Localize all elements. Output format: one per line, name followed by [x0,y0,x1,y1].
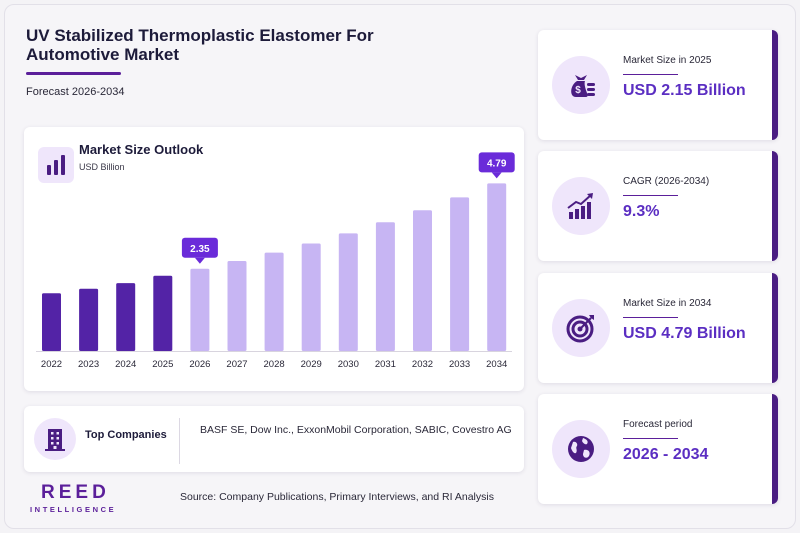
bar-2024 [116,283,136,351]
callout-2026: 2.35 [181,237,218,264]
x-tick-label: 2033 [449,359,470,370]
bar-2034 [487,183,507,351]
chart-title: Market Size Outlook [79,142,204,157]
bar-2031 [375,222,395,351]
title-underline [26,72,121,75]
source-note: Source: Company Publications, Primary In… [180,491,494,503]
page-title: UV Stabilized Thermoplastic Elastomer Fo… [26,26,374,64]
stat-divider [623,438,678,439]
stat-label: Market Size in 2034 [623,298,712,309]
stat-value: USD 2.15 Billion [623,82,746,99]
market-size-chart-card: Market Size Outlook USD Billion 2022 2023… [24,127,524,391]
bar-chart-icon [38,147,74,183]
svg-text:$: $ [575,85,581,96]
top-companies-label: Top Companies [85,429,167,441]
bar-2027 [227,261,247,351]
callout-2034: 4.79 [478,152,515,179]
bar-2022 [42,293,61,351]
companies-divider [179,418,180,464]
chart-unit: USD Billion [79,162,125,172]
stat-value: USD 4.79 Billion [623,325,746,342]
x-tick-label: 2034 [486,359,507,370]
money-bag-icon: $ [552,56,610,114]
stat-value: 9.3% [623,203,660,220]
top-companies-card: Top Companies BASF SE, Dow Inc., ExxonMo… [24,406,524,472]
x-tick-label: 2027 [226,359,247,370]
page-subtitle: Forecast 2026-2034 [26,86,125,98]
stat-value: 2026 - 2034 [623,446,709,463]
top-companies-list: BASF SE, Dow Inc., ExxonMobil Corporatio… [200,424,512,436]
x-tick-label: 2032 [412,359,433,370]
target-icon [552,299,610,357]
stat-divider [623,317,678,318]
bar-2033 [450,197,470,351]
building-icon [34,418,76,460]
x-tick-label: 2031 [375,359,396,370]
stat-label: CAGR (2026-2034) [623,176,710,187]
growth-chart-icon [552,177,610,235]
stat-divider [623,195,678,196]
x-tick-label: 2025 [152,359,173,370]
bar-2029 [301,243,321,351]
x-tick-label: 2029 [301,359,322,370]
brand-logo-subtitle: INTELLIGENCE [30,505,117,514]
stat-card-market-size-2034: Market Size in 2034 USD 4.79 Billion [538,273,778,383]
brand-logo: REED [41,482,110,503]
stat-card-forecast-period: Forecast period 2026 - 2034 [538,394,778,504]
bar-2028 [264,252,284,351]
stat-divider [623,74,678,75]
stat-card-market-size-2025: $ Market Size in 2025 USD 2.15 Billion [538,30,778,140]
x-tick-label: 2026 [189,359,210,370]
stat-label: Forecast period [623,419,693,430]
data-label: 4.79 [487,158,507,169]
x-tick-label: 2023 [78,359,99,370]
stat-card-cagr: CAGR (2026-2034) 9.3% [538,151,778,261]
bar-2026 [190,268,210,351]
globe-icon [552,420,610,478]
bar-chart: 2022 2023 2024 2025 2026 2027 2028 2029 2030 2031… [36,152,515,370]
x-tick-label: 2030 [338,359,359,370]
bar-2030 [338,233,358,351]
x-tick-label: 2028 [264,359,285,370]
x-tick-label: 2022 [41,359,62,370]
stat-label: Market Size in 2025 [623,55,712,66]
bar-2032 [413,210,432,351]
data-label: 2.35 [190,244,210,255]
bar-2025 [153,275,173,351]
bar-2023 [79,288,99,351]
x-tick-label: 2024 [115,359,136,370]
